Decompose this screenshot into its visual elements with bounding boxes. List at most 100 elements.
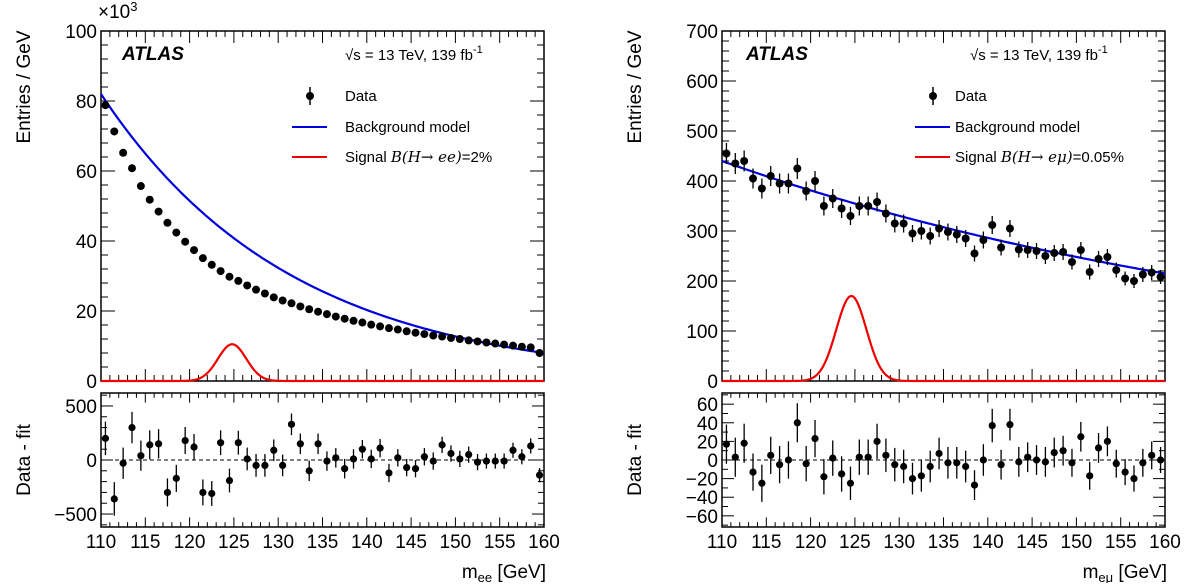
ee-data-point — [101, 101, 110, 110]
emu-ratio-point — [944, 459, 952, 467]
ee-data-point — [429, 331, 438, 340]
ee-data-point — [473, 337, 482, 346]
ee-y-tick-label: 20 — [76, 302, 97, 323]
emu-data-point — [802, 187, 811, 195]
ee-data-point — [128, 164, 137, 173]
ee-ratio-point — [349, 455, 358, 463]
ee-y-tick-label: 100 — [65, 22, 97, 43]
ee-data-point — [446, 333, 455, 342]
emu-legend: Data Background model Signal B(H→ eμ)=0.… — [915, 87, 1124, 166]
emu-ratio-point — [855, 453, 863, 461]
emu-ratio-point — [784, 456, 793, 464]
ee-data-point — [216, 267, 225, 276]
ee-data-point — [535, 349, 544, 357]
ee-data-point — [367, 320, 376, 329]
emu-ratio-y-tick-label: 60 — [697, 395, 718, 416]
ee-ratio-point — [509, 446, 517, 454]
emu-data-point — [740, 157, 749, 165]
ee-data-point — [110, 127, 119, 136]
ee-ratio-point — [420, 453, 428, 461]
emu-main-plot: 0 100 200 300 400 500 600 700 — [686, 22, 1166, 393]
emu-ratio-point — [1086, 472, 1094, 480]
ee-x-tick-label: 145 — [395, 532, 427, 553]
emu-ratio-point — [1077, 433, 1085, 441]
ee-y-tick-label: 60 — [76, 162, 97, 183]
ee-data-point — [269, 293, 278, 302]
emu-x-tick-label: 140 — [972, 532, 1004, 553]
ee-ratio-point — [500, 457, 508, 465]
ee-ratio-point — [181, 436, 189, 445]
ee-ratio-point — [190, 443, 198, 451]
ee-ratio-point — [208, 489, 216, 498]
ee-data-point — [420, 330, 429, 339]
ee-ratio-point — [341, 465, 349, 473]
emu-ratio-point — [1032, 456, 1041, 464]
ee-data-point — [314, 307, 323, 316]
ee-ratio-point — [243, 455, 251, 463]
emu-data-point — [1112, 266, 1121, 274]
ee-ratio-point — [456, 455, 464, 463]
ee-data-point — [181, 237, 190, 246]
emu-ratio-point — [1050, 448, 1058, 457]
emu-data-point — [837, 204, 846, 213]
emu-x-tick-label: 110 — [707, 532, 737, 553]
ee-main-plot: 0 20 40 60 80 100 — [65, 22, 545, 393]
ee-ratio-point — [252, 461, 260, 470]
ee-ratio-point — [261, 461, 269, 470]
ee-x-tick-label: 120 — [174, 532, 206, 553]
emu-y-tick-label: 100 — [686, 322, 718, 343]
emu-data-point — [952, 230, 961, 239]
emu-y-tick-label: 400 — [686, 172, 718, 193]
emu-ratio-point — [1139, 459, 1147, 467]
ee-ratio-point — [447, 449, 455, 458]
ee-data-point — [190, 246, 199, 255]
ee-ratio-point — [314, 440, 322, 448]
ee-ratio-y-axis-label: Data - fit — [14, 423, 35, 496]
emu-data-point — [811, 177, 820, 185]
ee-ratio-y-tick-label: 500 — [65, 397, 97, 418]
emu-data-point — [1059, 248, 1068, 256]
emu-atlas-label: ATLAS — [745, 44, 808, 65]
ee-ratio-point — [270, 446, 278, 454]
emu-data-point — [881, 209, 890, 218]
ee-ratio-point — [287, 420, 296, 428]
ee-ratio-point — [332, 454, 340, 462]
emu-data-point — [775, 179, 784, 188]
ee-y-axis-label: Entries / GeV — [14, 30, 35, 143]
ee-data-point — [145, 195, 154, 204]
ee-data-point — [207, 260, 216, 269]
emu-data-point — [988, 221, 997, 229]
ee-data-point — [260, 289, 269, 298]
ee-x-tick-label: 150 — [440, 532, 472, 553]
emu-data-point — [1067, 258, 1076, 266]
ee-x-tick-label: 110 — [86, 532, 116, 553]
ee-x-tick-label: 125 — [218, 532, 250, 553]
ee-legend-data-label: Data — [345, 88, 377, 105]
emu-data-point — [1032, 247, 1041, 255]
emu-data-point — [766, 172, 775, 180]
ee-ratio-point — [163, 488, 172, 497]
ee-legend: Data Background model Signal B(H→ ee)=2% — [292, 87, 492, 166]
emu-ratio-point — [917, 472, 925, 480]
emu-y-tick-label: 300 — [686, 222, 718, 243]
emu-legend-background-label: Background model — [955, 119, 1080, 136]
emu-ratio-point — [793, 419, 801, 427]
emu-data-point — [970, 249, 979, 258]
emu-ratio-y-tick-label: −20 — [686, 470, 718, 491]
emu-ratio-point — [953, 459, 961, 467]
emu-data-point — [1041, 252, 1050, 260]
ee-data-point — [464, 336, 473, 345]
emu-ratio-point — [882, 451, 890, 459]
ee-ratio-point — [172, 474, 180, 482]
ee-data-point — [376, 322, 385, 331]
emu-main-frame — [721, 30, 1166, 382]
emu-data-point — [1050, 249, 1059, 257]
ee-data-point — [384, 324, 393, 333]
ee-data-point — [198, 254, 207, 263]
emu-data-point — [1014, 245, 1023, 254]
emu-ratio-point — [767, 451, 775, 459]
emu-ratio-point — [1068, 459, 1076, 467]
ee-ratio-point — [217, 439, 225, 447]
left-panel-ee: 0 20 40 60 80 100 110 115 120 125 130 135 140 145 150… — [14, 0, 560, 585]
